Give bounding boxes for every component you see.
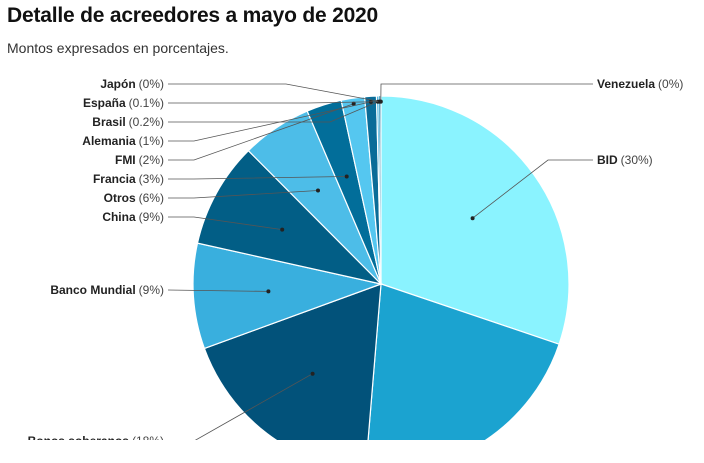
leader-dot-otros	[316, 188, 320, 193]
pie-slice-unlabeled-1[interactable]	[365, 283, 560, 463]
leader-dot-venezuela	[378, 99, 383, 104]
slice-label-percent: (3%)	[139, 172, 164, 186]
slice-label-name: Banco Mundial	[50, 283, 135, 297]
slice-label-name: Bonos soberanos	[28, 434, 130, 448]
leader-line-venezuela	[380, 83, 593, 102]
leader-dot-fmi	[351, 101, 356, 106]
slice-label-name: FMI	[115, 153, 136, 167]
slice-label-venezuela: Venezuela (0%)	[597, 77, 683, 91]
slice-label-otros: Otros (6%)	[104, 191, 164, 205]
slice-label-percent: (18%)	[132, 434, 164, 448]
slice-label-bonos-soberanos: Bonos soberanos (18%)	[28, 434, 164, 448]
slice-label-fmi: FMI (2%)	[115, 153, 164, 167]
slice-label-name: Alemania	[82, 134, 136, 148]
slice-label-percent: (0.2%)	[129, 115, 164, 129]
pie-slice-banco-mundial[interactable]	[192, 242, 384, 350]
slice-label-percent: (9%)	[139, 210, 164, 224]
pie-slice-bonos-soberanos[interactable]	[203, 283, 382, 463]
leader-line-brasil	[168, 101, 378, 123]
slice-label-percent: (0%)	[658, 77, 683, 91]
slice-label-name: Brasil	[92, 115, 125, 129]
leader-dot-bid	[470, 216, 475, 221]
slice-label-alemania: Alemania (1%)	[82, 134, 164, 148]
leader-dot-francia	[344, 174, 349, 179]
slice-label-francia: Francia (3%)	[93, 172, 164, 186]
slice-label-name: Otros	[104, 191, 136, 205]
leader-line-bid	[472, 159, 593, 219]
leader-line-otros	[168, 190, 319, 199]
slice-label-brasil: Brasil (0.2%)	[92, 115, 164, 129]
leader-line-china	[168, 216, 283, 230]
leader-line-banco-mundial	[167, 289, 269, 292]
slice-label-japon: Japón (0%)	[100, 77, 164, 91]
slice-label-name: China	[102, 210, 136, 224]
pie-slice-bid[interactable]	[380, 95, 570, 345]
slice-label-percent: (1%)	[139, 134, 164, 148]
slice-label-name: BID	[597, 153, 618, 167]
slice-label-percent: (0.1%)	[129, 96, 164, 110]
slice-label-espana: España (0.1%)	[83, 96, 164, 110]
chart-subtitle: Montos expresados en porcentajes.	[7, 40, 229, 56]
slice-label-percent: (6%)	[139, 191, 164, 205]
slice-label-percent: (30%)	[621, 153, 653, 167]
leader-line-espana	[168, 101, 380, 104]
leader-dot-banco-mundial	[266, 289, 271, 294]
slice-label-banco-mundial: Banco Mundial (9%)	[50, 283, 164, 297]
slice-label-percent: (0%)	[139, 77, 164, 91]
leader-line-alemania	[168, 101, 371, 142]
slice-label-name: Francia	[93, 172, 136, 186]
slice-label-name: España	[83, 96, 126, 110]
slice-label-bid: BID (30%)	[597, 153, 653, 167]
slice-label-name: Venezuela	[597, 77, 655, 91]
pie-slice-china[interactable]	[196, 149, 383, 286]
leader-line-bonos-soberanos	[194, 373, 313, 440]
slice-label-name: Japón	[100, 77, 135, 91]
slice-label-percent: (9%)	[139, 283, 164, 297]
leader-line-japon	[168, 83, 381, 102]
leader-line-francia	[168, 176, 347, 180]
slice-label-china: China (9%)	[102, 210, 164, 224]
leader-line-fmi	[168, 103, 354, 161]
chart-title: Detalle de acreedores a mayo de 2020	[7, 4, 379, 27]
slice-label-percent: (2%)	[139, 153, 164, 167]
leader-dot-bonos-soberanos	[310, 371, 315, 376]
leader-dot-china	[280, 227, 285, 232]
